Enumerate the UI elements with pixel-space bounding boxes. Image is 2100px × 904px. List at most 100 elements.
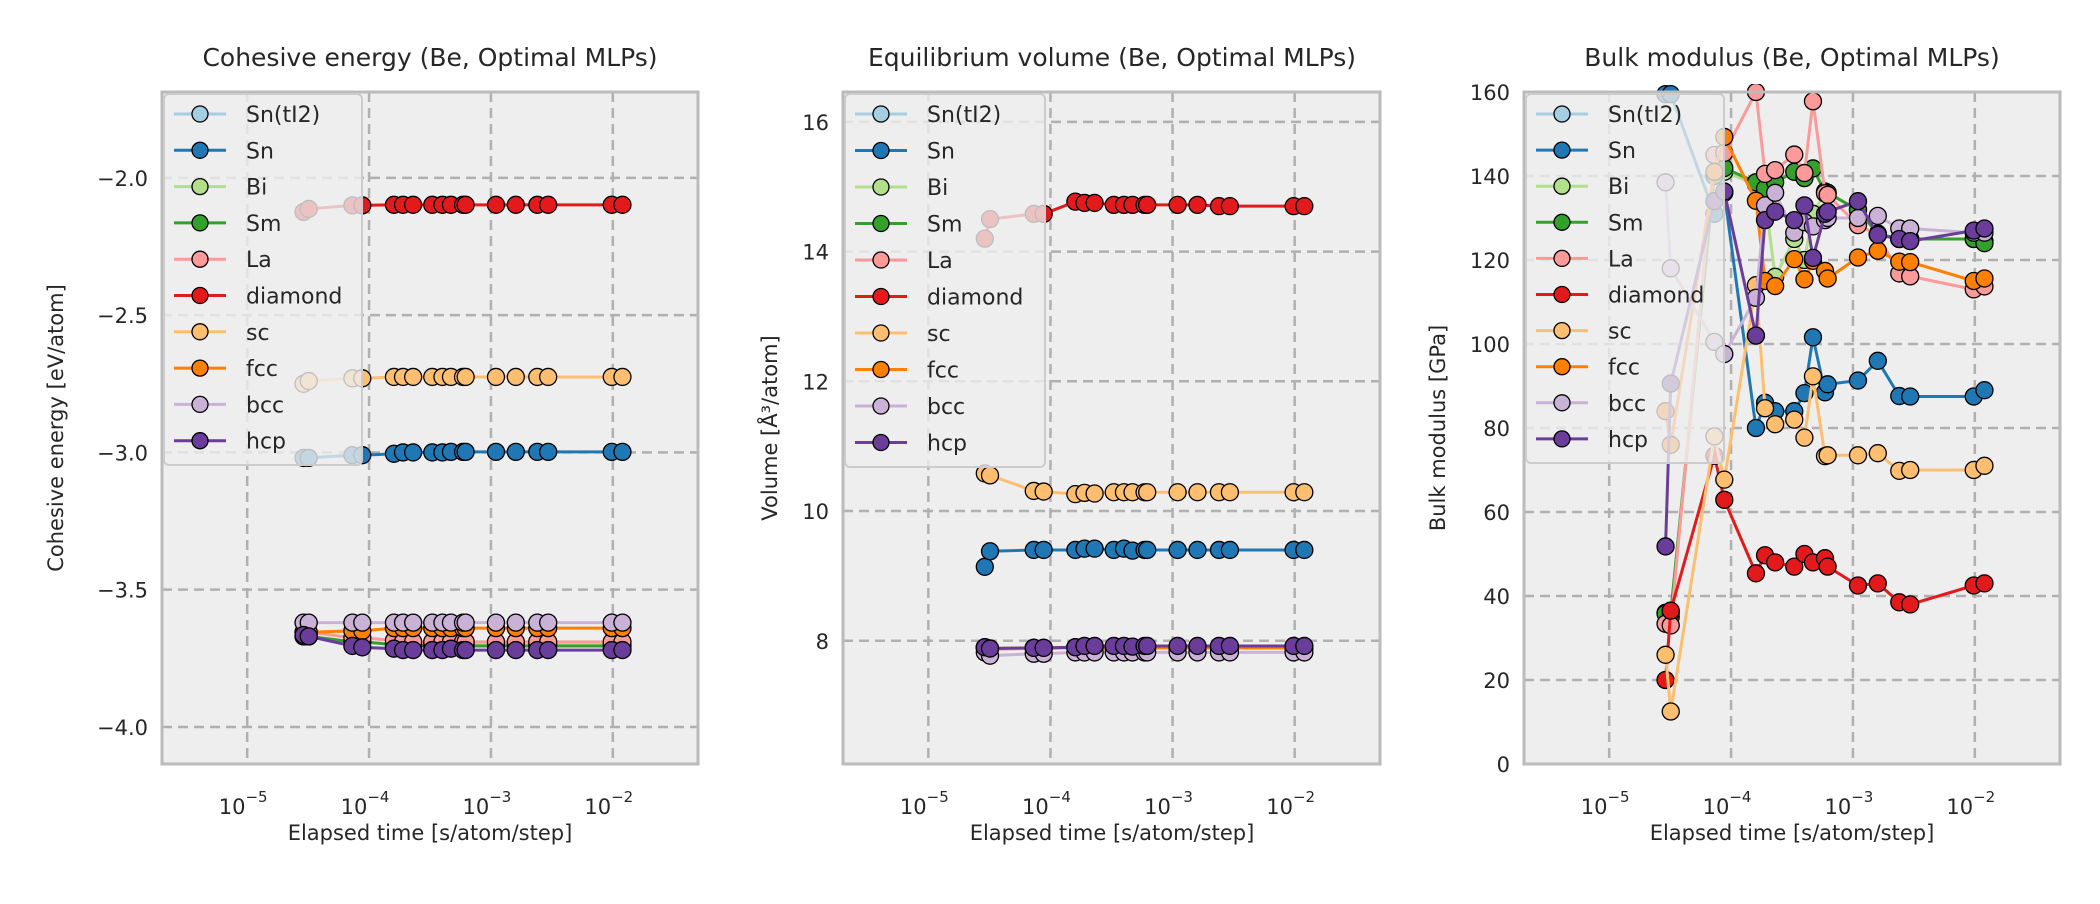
y-tick-label: −2.5	[97, 304, 148, 328]
data-point-sn	[1901, 387, 1920, 406]
legend-marker-swatch	[1553, 430, 1571, 448]
x-tick-label: 10−4	[1703, 788, 1752, 819]
panel-cohesive-energy: −4.0 −3.5 −3.0 −2.5 −2.0 10−5 10−4 10−3 10−2 Sn(t…	[44, 43, 700, 845]
data-point-sn	[486, 442, 506, 462]
data-point-hcp	[1295, 636, 1314, 656]
data-point-sn	[1138, 540, 1157, 560]
data-point-sc	[1715, 470, 1734, 489]
x-axis-label: Elapsed time [s/atom/step]	[970, 821, 1255, 845]
data-point-bcc	[1868, 206, 1887, 226]
data-point-hcp	[456, 640, 475, 660]
chart-title: Bulk modulus (Be, Optimal MLPs)	[1584, 43, 1999, 72]
data-point-sn	[1818, 375, 1837, 394]
y-tick-label: 10	[802, 500, 829, 524]
legend-marker-swatch	[191, 359, 209, 377]
data-point-la	[1818, 185, 1837, 205]
series-hcp	[975, 636, 1314, 658]
data-point-bcc	[539, 613, 558, 632]
series-hcp	[294, 625, 632, 660]
data-point-diamond	[1765, 553, 1785, 572]
data-point-diamond	[1168, 195, 1187, 215]
x-tick-label: 10−4	[1022, 788, 1071, 819]
legend-item-fcc: fcc	[1536, 356, 1640, 381]
series-group	[975, 192, 1314, 665]
legend-label: diamond	[246, 285, 342, 310]
legend-marker-swatch	[1553, 285, 1571, 304]
data-point-fcc	[1818, 269, 1837, 288]
x-tick-label: 10−3	[1144, 788, 1193, 819]
legend-item-bi: Bi	[174, 176, 267, 201]
legend-label: Sm	[246, 212, 281, 237]
data-point-sc	[1803, 367, 1823, 386]
data-point-hcp	[1848, 192, 1868, 211]
data-point-hcp	[1765, 202, 1785, 221]
data-point-hcp	[980, 639, 1000, 658]
series-diamond	[294, 195, 632, 222]
y-axis-label: Volume [Å³/atom]	[756, 335, 782, 520]
legend-label: La	[246, 248, 272, 273]
x-tick-label: 10−5	[1581, 788, 1630, 819]
data-point-sc	[1220, 483, 1240, 502]
legend-label: Sn	[1608, 139, 1636, 164]
legend-item-fcc: fcc	[855, 359, 959, 384]
y-tick-label: 60	[1483, 501, 1510, 525]
y-axis-label: Bulk modulus [GPa]	[1426, 325, 1450, 531]
data-point-diamond	[1785, 557, 1804, 576]
series-sn	[975, 539, 1314, 576]
data-point-bcc	[486, 613, 506, 632]
legend-marker-swatch	[872, 141, 890, 160]
legend-item-sm: Sm	[174, 212, 281, 237]
legend-label: hcp	[1608, 428, 1648, 453]
data-point-sc	[1795, 428, 1814, 447]
y-tick-label: 12	[802, 370, 829, 394]
data-point-sc	[1085, 484, 1104, 503]
legend-label: bcc	[927, 395, 965, 420]
legend-label: La	[1608, 247, 1634, 272]
y-tick-label: 100	[1470, 333, 1510, 357]
x-tick-label: 10−2	[1946, 788, 1995, 819]
y-tick-label: −4.0	[97, 716, 148, 740]
y-tick-label: 0	[1497, 753, 1510, 777]
legend-item-sn-ti2: Sn(tI2)	[174, 103, 320, 128]
legend-label: Sn(tI2)	[1608, 103, 1682, 128]
y-tick-label: 80	[1483, 417, 1510, 441]
legend-label: Sn	[246, 139, 274, 164]
data-point-diamond	[1220, 197, 1240, 216]
data-point-sc	[613, 367, 632, 387]
data-point-diamond	[1818, 557, 1837, 576]
y-tick-label: 160	[1470, 81, 1510, 105]
legend-marker-swatch	[1553, 141, 1571, 159]
x-tick-label: 10−3	[1825, 788, 1874, 819]
data-point-la	[1785, 145, 1804, 164]
data-point-diamond	[1901, 595, 1920, 614]
legend-item-sm: Sm	[1536, 211, 1643, 236]
chart-title: Equilibrium volume (Be, Optimal MLPs)	[868, 43, 1356, 72]
data-point-diamond	[1656, 670, 1675, 690]
legend-item-la: La	[855, 249, 953, 274]
data-point-fcc	[1848, 248, 1868, 267]
data-point-sn	[539, 442, 558, 462]
legend-label: hcp	[246, 430, 286, 455]
legend-marker-swatch	[191, 432, 209, 450]
data-point-sc	[1765, 415, 1785, 434]
data-point-sn	[1975, 381, 1994, 400]
data-point-hcp	[1818, 202, 1837, 221]
legend-marker-swatch	[1553, 394, 1571, 412]
data-point-hcp	[403, 640, 423, 660]
legend-marker-swatch	[191, 214, 209, 232]
y-tick-label: 16	[802, 111, 829, 135]
data-point-diamond	[1188, 195, 1207, 215]
data-point-sc	[1034, 482, 1053, 501]
data-point-diamond	[1715, 490, 1734, 509]
legend-item-bcc: bcc	[855, 395, 965, 420]
data-point-sc	[456, 367, 475, 387]
data-point-sn	[1168, 540, 1187, 560]
legend-item-sc: sc	[855, 322, 951, 347]
legend-marker-swatch	[191, 141, 209, 159]
legend-marker-swatch	[872, 360, 890, 379]
legend-item-bcc: bcc	[1536, 392, 1646, 417]
data-point-sc	[1656, 645, 1675, 664]
data-point-sc	[486, 367, 506, 387]
legend-label: La	[927, 249, 953, 274]
data-point-la	[1803, 92, 1823, 111]
